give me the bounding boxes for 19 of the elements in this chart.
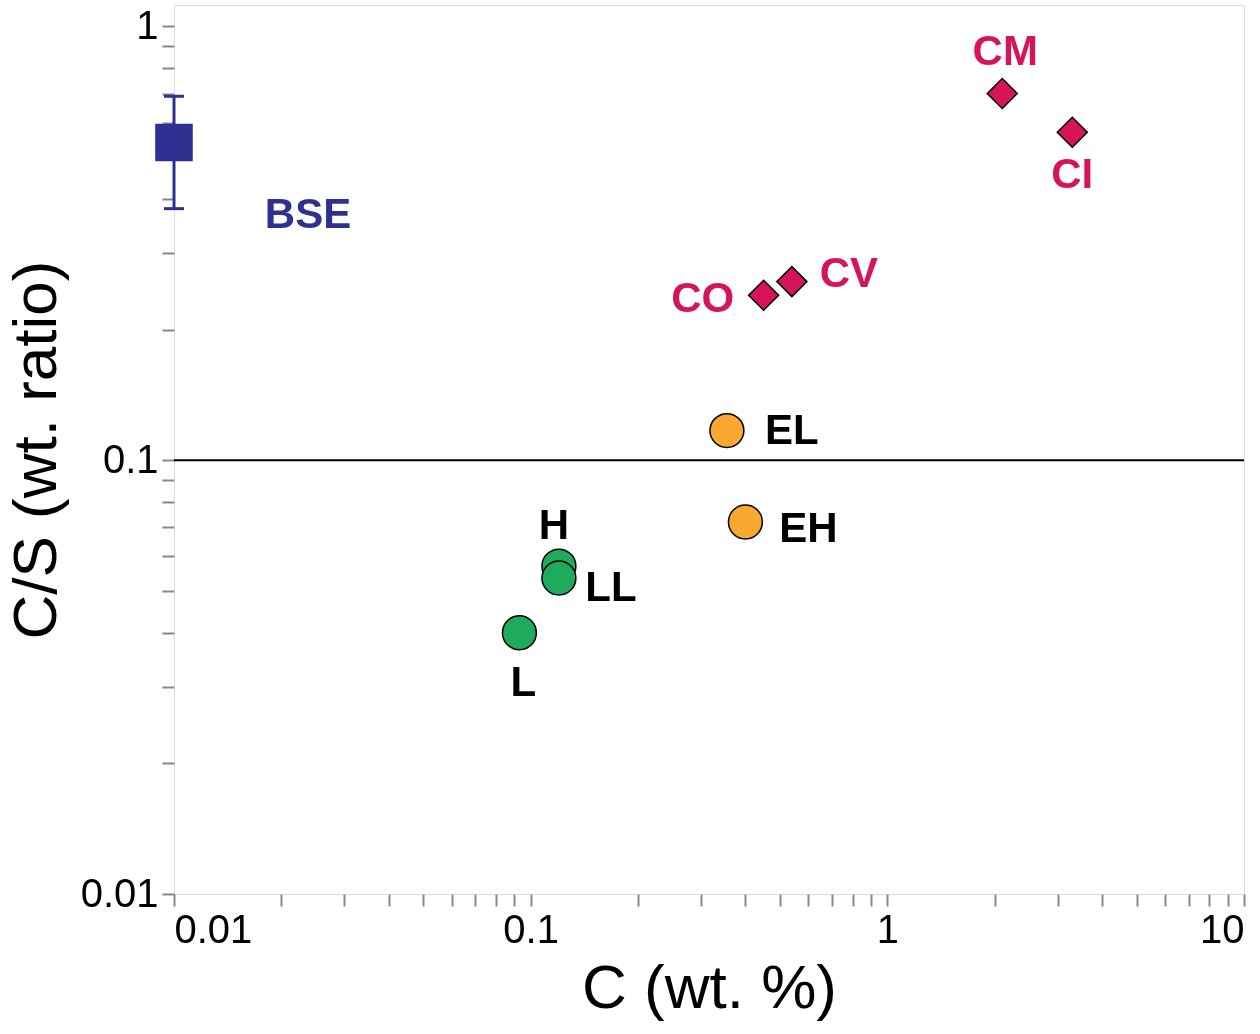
annotation: CV: [819, 248, 879, 296]
annotation: LL: [585, 563, 637, 611]
annotation: CI: [1051, 150, 1094, 198]
y-tick-label: 1: [136, 2, 159, 47]
annotation: EL: [765, 405, 819, 453]
y-tick-label: 0.01: [80, 870, 159, 915]
x-tick-label: 1: [876, 906, 899, 951]
y-axis-title: C/S (wt. ratio): [0, 260, 69, 640]
y-tick-label: 0.1: [102, 436, 159, 481]
x-tick-label: 0.1: [503, 906, 559, 951]
annotation: CO: [671, 274, 735, 322]
x-tick-label: 10: [1200, 906, 1245, 951]
x-axis-title: C (wt. %): [582, 951, 837, 1021]
x-tick-label: 0.01: [174, 906, 253, 951]
annotation: H: [538, 501, 570, 549]
annotation: BSE: [264, 190, 352, 238]
annotation: CM: [972, 26, 1038, 74]
annotation: EH: [779, 504, 838, 552]
annotation: L: [510, 657, 537, 705]
